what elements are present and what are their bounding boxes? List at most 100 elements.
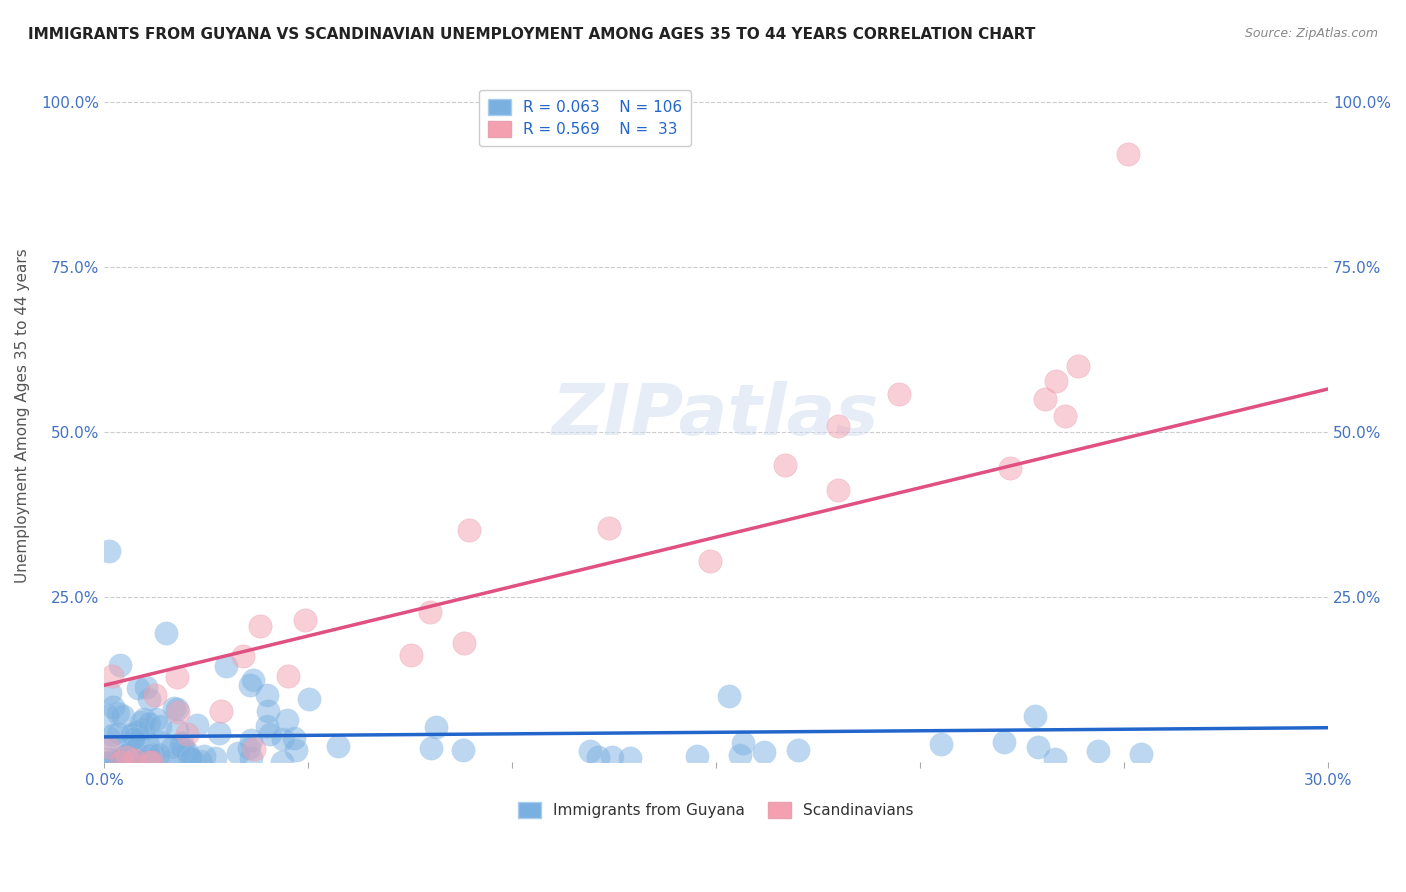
Point (97, 739, 120, 754)
Legend: Immigrants from Guyana, Scandinavians: Immigrants from Guyana, Scandinavians (512, 796, 920, 824)
Point (166, 723, 188, 737)
Point (183, 755, 205, 769)
Point (215, 659, 238, 673)
Point (131, 722, 153, 736)
Point (97, 755, 120, 769)
Point (209, 704, 232, 718)
Point (166, 670, 188, 684)
Text: IMMIGRANTS FROM GUYANA VS SCANDINAVIAN UNEMPLOYMENT AMONG AGES 35 TO 44 YEARS CO: IMMIGRANTS FROM GUYANA VS SCANDINAVIAN U… (28, 27, 1035, 42)
Point (138, 756, 160, 770)
Point (166, 702, 188, 716)
Point (143, 688, 166, 702)
Point (115, 749, 138, 764)
Point (271, 731, 294, 746)
Point (112, 754, 135, 768)
Point (169, 739, 191, 754)
Point (586, 750, 609, 764)
Point (193, 748, 215, 763)
Point (101, 728, 124, 742)
Point (239, 750, 262, 764)
Point (162, 752, 184, 766)
Point (121, 734, 143, 748)
Point (159, 754, 181, 768)
Point (276, 713, 298, 727)
Point (249, 619, 271, 633)
Point (1116, 147, 1139, 161)
Point (145, 712, 167, 726)
Point (132, 712, 155, 726)
Text: ZIPatlas: ZIPatlas (553, 381, 880, 450)
Point (294, 613, 316, 627)
Point (107, 726, 129, 740)
Point (160, 739, 183, 754)
Point (127, 681, 149, 695)
Point (141, 756, 163, 770)
Point (176, 745, 198, 759)
Point (256, 688, 278, 702)
Point (110, 752, 132, 766)
Point (579, 744, 602, 758)
Point (1033, 392, 1056, 406)
Point (115, 747, 138, 761)
Point (180, 751, 202, 765)
Point (97, 755, 120, 769)
Point (204, 750, 226, 764)
Point (717, 689, 740, 703)
Point (243, 742, 266, 756)
Y-axis label: Unemployment Among Ages 35 to 44 years: Unemployment Among Ages 35 to 44 years (15, 248, 30, 582)
Text: Source: ZipAtlas.com: Source: ZipAtlas.com (1244, 27, 1378, 40)
Point (131, 755, 153, 769)
Point (242, 673, 264, 688)
Point (122, 727, 145, 741)
Point (142, 747, 165, 761)
Point (138, 748, 160, 763)
Point (602, 749, 624, 764)
Point (619, 751, 641, 765)
Point (889, 387, 911, 401)
Point (827, 419, 849, 434)
Point (277, 669, 299, 683)
Point (752, 745, 775, 759)
Point (149, 735, 172, 749)
Point (453, 743, 475, 757)
Point (1045, 752, 1067, 766)
Point (121, 726, 143, 740)
Point (163, 701, 186, 715)
Point (149, 718, 172, 732)
Point (240, 732, 263, 747)
Point (155, 626, 177, 640)
Point (284, 742, 307, 756)
Point (1129, 747, 1152, 761)
Point (122, 731, 145, 745)
Point (419, 605, 441, 619)
Point (172, 741, 194, 756)
Point (101, 700, 124, 714)
Point (425, 720, 447, 734)
Point (125, 723, 148, 738)
Point (105, 751, 128, 765)
Point (1054, 409, 1077, 424)
Point (458, 523, 481, 537)
Point (125, 755, 148, 769)
Point (138, 692, 160, 706)
Point (1024, 709, 1046, 723)
Point (129, 715, 152, 730)
Point (97, 544, 120, 558)
Point (120, 743, 142, 757)
Point (97, 708, 120, 723)
Point (256, 719, 278, 733)
Point (232, 648, 254, 663)
Point (190, 754, 212, 768)
Point (108, 657, 131, 672)
Point (97, 752, 120, 766)
Point (107, 750, 129, 764)
Point (998, 461, 1021, 475)
Point (127, 731, 149, 746)
Point (686, 749, 709, 764)
Point (167, 706, 190, 720)
Point (148, 747, 170, 761)
Point (122, 753, 145, 767)
Point (1045, 375, 1067, 389)
Point (298, 691, 321, 706)
Point (186, 717, 208, 731)
